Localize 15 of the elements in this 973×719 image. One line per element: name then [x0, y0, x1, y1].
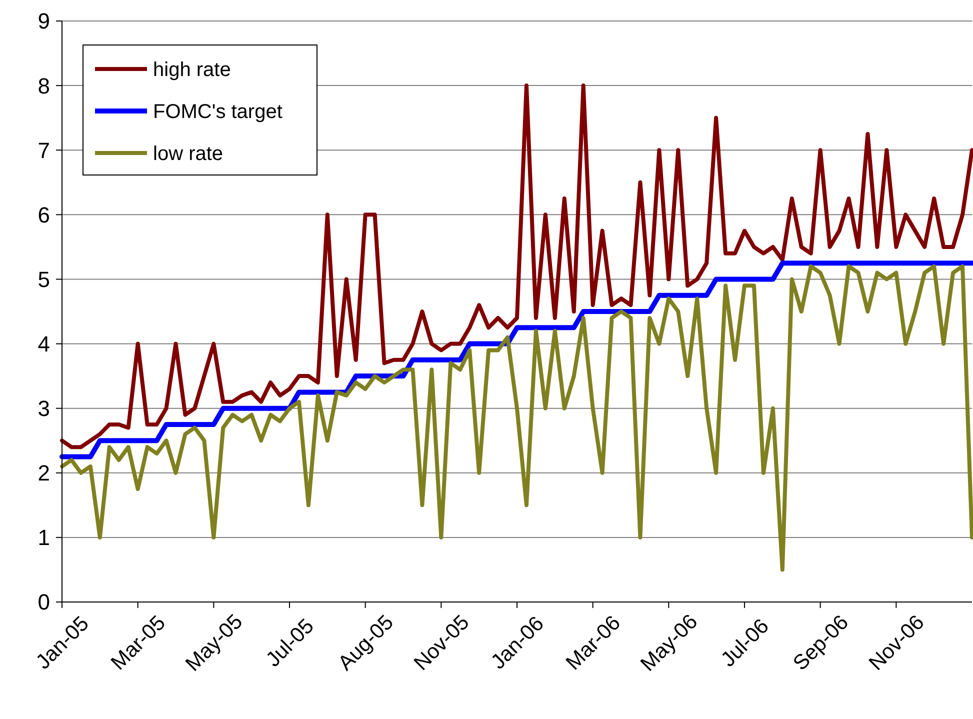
- y-tick-label: 9: [38, 8, 50, 34]
- y-tick-label: 7: [38, 138, 50, 163]
- y-tick-label: 1: [38, 525, 50, 550]
- y-tick-label: 4: [38, 331, 50, 356]
- line-series: [60, 84, 973, 450]
- y-tick-label: 2: [38, 460, 50, 486]
- y-tick-label: 3: [38, 396, 50, 422]
- legend-label: low rate: [153, 143, 224, 165]
- legend-label: high rate: [153, 59, 231, 81]
- y-tick-label: 8: [38, 73, 50, 98]
- line-series: [60, 264, 973, 572]
- legend-label: FOMC's target: [153, 101, 283, 123]
- y-tick-label: 6: [38, 202, 50, 228]
- y-tick-label: 0: [38, 590, 50, 615]
- y-tick-label: 5: [38, 266, 50, 292]
